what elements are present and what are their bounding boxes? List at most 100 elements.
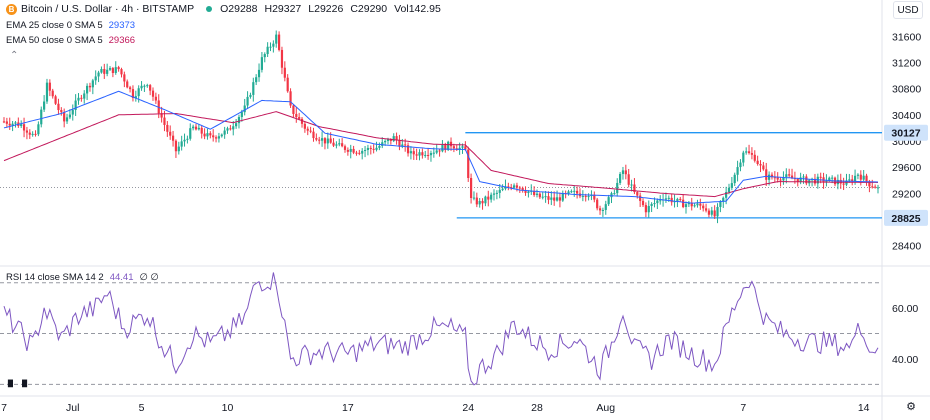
candle-body xyxy=(200,127,203,134)
candle-body xyxy=(303,123,306,129)
candle-body xyxy=(859,174,862,180)
symbol-title[interactable]: Bitcoin / U.S. Dollar · 4h · BITSTAMP xyxy=(21,3,195,15)
candle-body xyxy=(401,144,404,147)
candle-body xyxy=(412,151,415,155)
candle-body xyxy=(257,69,261,78)
candle-body xyxy=(719,201,722,207)
candle-body xyxy=(438,150,441,152)
candle-body xyxy=(209,133,212,136)
candle-body xyxy=(696,203,699,206)
candle-body xyxy=(22,124,26,131)
candle-body xyxy=(355,152,358,154)
candle-body xyxy=(54,96,57,104)
candle-body xyxy=(427,154,430,156)
candle-body xyxy=(727,187,731,193)
candle-body xyxy=(229,128,232,130)
candle-body xyxy=(34,133,37,135)
candle-body xyxy=(796,178,799,183)
candle-body xyxy=(415,154,418,156)
candle-body xyxy=(14,122,17,124)
candle-body xyxy=(699,203,702,206)
market-status-icon xyxy=(206,6,213,12)
candle-body xyxy=(570,191,573,193)
candle-body xyxy=(318,139,321,141)
candle-body xyxy=(733,174,736,184)
candle-body xyxy=(28,132,31,135)
candle-body xyxy=(80,97,83,99)
candle-body xyxy=(510,187,513,189)
candle-body xyxy=(386,139,390,141)
price-tick-label: 30400 xyxy=(892,110,921,122)
candle-body xyxy=(40,109,43,125)
candle-body xyxy=(286,77,289,92)
candle-body xyxy=(722,197,725,202)
candle-body xyxy=(593,194,596,200)
indicator-legend-ema50[interactable]: EMA 50 close 0 SMA 5 29366 xyxy=(6,35,135,46)
open-value: O29288 xyxy=(220,3,258,15)
candle-body xyxy=(831,177,834,179)
chevron-up-icon[interactable]: ⌃ xyxy=(10,50,19,61)
candle-body xyxy=(813,178,817,184)
candle-body xyxy=(676,198,679,202)
candle-body xyxy=(596,199,599,209)
candle-body xyxy=(567,191,570,194)
candle-body xyxy=(788,174,791,176)
candle-body xyxy=(123,74,126,82)
candle-body xyxy=(636,192,639,196)
candle-body xyxy=(163,117,166,125)
candle-body xyxy=(74,100,77,110)
rsi-legend[interactable]: RSI 14 close SMA 14 2 44.41 ∅ ∅ xyxy=(6,272,159,283)
candle-body xyxy=(742,152,745,163)
candle-body xyxy=(452,146,455,149)
candle-body xyxy=(618,173,622,183)
candle-body xyxy=(31,133,34,135)
candle-body xyxy=(862,175,865,180)
level-price-label: 28825 xyxy=(891,213,920,225)
candle-body xyxy=(363,150,367,152)
candle-body xyxy=(842,183,845,185)
candle-body xyxy=(48,82,51,91)
tradingview-logo-icon[interactable]: ▖▗ xyxy=(8,372,27,387)
candle-body xyxy=(498,189,501,193)
time-tick-label: 5 xyxy=(139,402,145,414)
candle-body xyxy=(750,153,754,155)
candle-body xyxy=(381,142,384,146)
candle-body xyxy=(853,175,857,182)
candle-body xyxy=(406,145,410,154)
candle-body xyxy=(435,150,438,153)
candle-body xyxy=(223,130,226,135)
candle-body xyxy=(51,90,54,97)
candle-body xyxy=(613,193,616,195)
candle-body xyxy=(799,177,802,183)
candle-body xyxy=(604,204,607,210)
candle-body xyxy=(94,76,97,81)
candle-body xyxy=(220,134,223,137)
price-tick-label: 29600 xyxy=(892,162,921,174)
candle-body xyxy=(805,176,808,184)
candle-body xyxy=(335,144,338,146)
candle-body xyxy=(639,195,642,201)
candle-body xyxy=(687,202,690,205)
candle-body xyxy=(329,138,332,143)
candle-body xyxy=(481,200,484,204)
candle-body xyxy=(515,185,519,188)
close-value: C29290 xyxy=(350,3,388,15)
candle-body xyxy=(704,208,708,211)
candle-body xyxy=(192,126,195,129)
candle-body xyxy=(541,196,544,198)
currency-button[interactable]: USD xyxy=(893,1,923,19)
gear-icon[interactable]: ⚙ xyxy=(906,401,916,413)
candle-body xyxy=(650,203,653,206)
candle-body xyxy=(86,85,89,94)
indicator-legend-ema25[interactable]: EMA 25 close 0 SMA 5 29373 xyxy=(6,20,135,31)
candle-body xyxy=(91,80,94,88)
candle-body xyxy=(341,143,344,147)
candle-body xyxy=(309,130,312,132)
ema25-line xyxy=(3,90,879,204)
candle-body xyxy=(544,196,547,198)
candle-body xyxy=(521,187,524,191)
candle-body xyxy=(851,179,854,182)
candle-body xyxy=(237,117,241,124)
rsi-extra: ∅ ∅ xyxy=(139,272,159,283)
